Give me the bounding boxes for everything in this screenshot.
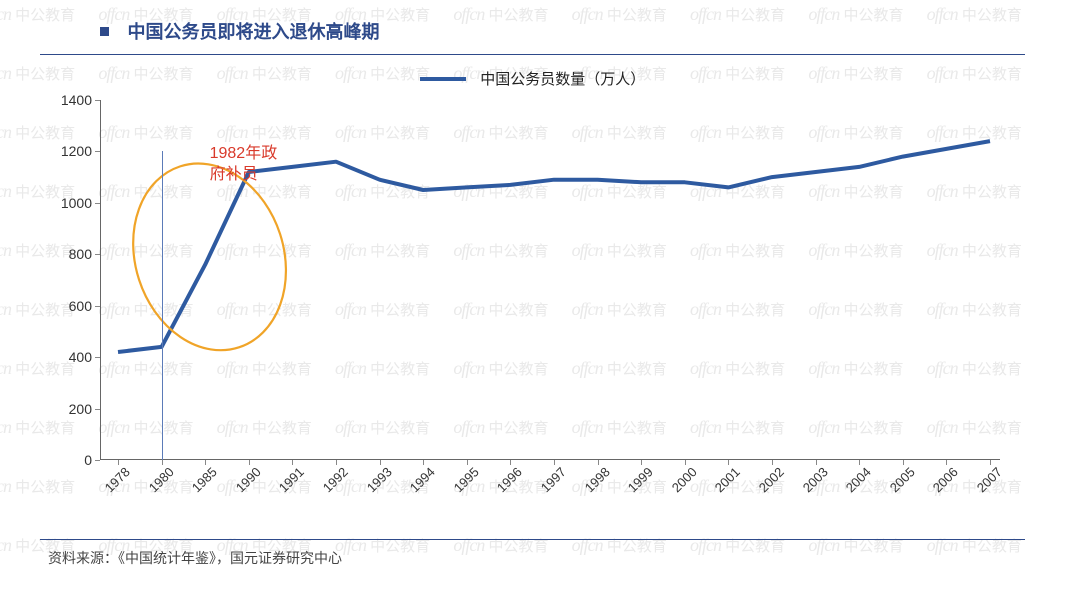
y-tick-mark xyxy=(95,409,100,410)
y-tick-mark xyxy=(95,151,100,152)
y-tick-mark xyxy=(95,357,100,358)
x-tick-label: 2003 xyxy=(795,460,830,495)
annotation-text: 1982年政府补员 xyxy=(210,144,278,186)
x-tick-label: 1991 xyxy=(272,460,307,495)
x-tick-label: 2006 xyxy=(926,460,961,495)
y-tick-mark xyxy=(95,306,100,307)
y-tick-mark xyxy=(95,254,100,255)
watermark-item: offcn 中公教育 xyxy=(0,240,75,261)
chart-plot-area: 0200400600800100012001400197819801985199… xyxy=(100,100,1000,460)
title-bullet xyxy=(100,27,109,36)
title-bar: 中国公务员即将进入退休高峰期 xyxy=(40,18,1025,55)
x-tick-label: 1990 xyxy=(228,460,263,495)
watermark-item: offcn 中公教育 xyxy=(0,299,75,320)
x-tick-label: 1985 xyxy=(185,460,220,495)
x-tick-label: 2007 xyxy=(970,460,1005,495)
x-tick-label: 1998 xyxy=(577,460,612,495)
x-tick-label: 1997 xyxy=(534,460,569,495)
legend-swatch xyxy=(420,77,466,81)
watermark-item: offcn 中公教育 xyxy=(0,476,75,497)
watermark-item: offcn 中公教育 xyxy=(0,358,75,379)
x-tick-label: 1995 xyxy=(446,460,481,495)
x-tick-label: 2000 xyxy=(664,460,699,495)
y-tick-mark xyxy=(95,100,100,101)
x-tick-label: 1993 xyxy=(359,460,394,495)
chart-title: 中国公务员即将进入退休高峰期 xyxy=(127,22,379,42)
annotation-vline xyxy=(162,151,163,460)
annotation-text-l2: 府补员 xyxy=(210,166,258,183)
x-tick-label: 1996 xyxy=(490,460,525,495)
watermark-item: offcn 中公教育 xyxy=(0,417,75,438)
x-tick-label: 1978 xyxy=(98,460,133,495)
annotation-text-l1: 1982年政 xyxy=(210,145,278,162)
legend-label: 中国公务员数量（万人） xyxy=(480,71,645,88)
x-tick-label: 1992 xyxy=(316,460,351,495)
y-tick-mark xyxy=(95,460,100,461)
x-tick-label: 1994 xyxy=(403,460,438,495)
source-text: 资料来源：《中国统计年鉴》，国元证券研究中心 xyxy=(48,548,342,568)
watermark-item: offcn 中公教育 xyxy=(0,122,75,143)
x-tick-label: 2001 xyxy=(708,460,743,495)
y-tick-mark xyxy=(95,203,100,204)
footer-rule xyxy=(40,539,1025,540)
x-tick-label: 1980 xyxy=(141,460,176,495)
x-tick-label: 2002 xyxy=(752,460,787,495)
x-tick-label: 2005 xyxy=(882,460,917,495)
x-tick-label: 1999 xyxy=(621,460,656,495)
x-tick-label: 2004 xyxy=(839,460,874,495)
legend: 中国公务员数量（万人） xyxy=(0,68,1065,89)
